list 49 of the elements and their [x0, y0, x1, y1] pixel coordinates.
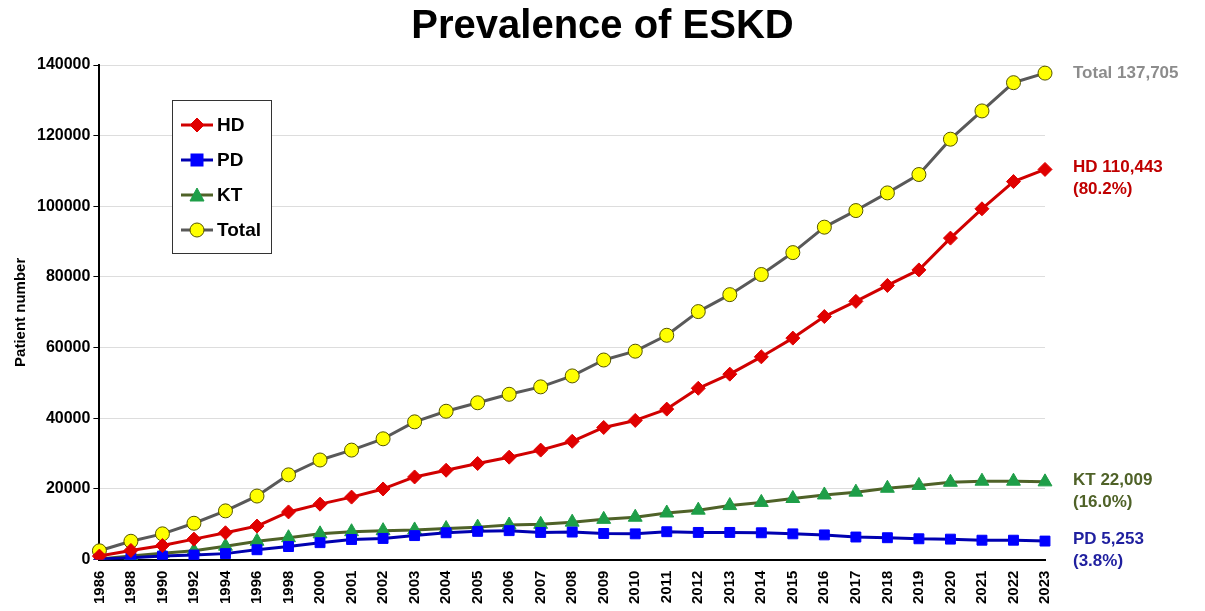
x-tick-label: 1990: [152, 570, 170, 605]
y-tick-label: 140000: [37, 55, 91, 73]
x-tick-label: 2023: [1035, 570, 1053, 605]
x-tick-label: 2005: [467, 570, 485, 605]
annotation: PD 5,253 (3.8%): [1073, 528, 1144, 570]
x-tick-label: 2014: [751, 569, 769, 605]
y-axis-title: Patient number: [11, 257, 29, 367]
x-tick-label: 2018: [877, 570, 895, 605]
x-tick-label: 2022: [1003, 570, 1021, 605]
x-tick-label: 2009: [593, 570, 611, 605]
y-tick-label: 120000: [37, 126, 91, 144]
annotation: Total 137,705: [1073, 62, 1179, 82]
x-tick-label: 2000: [310, 570, 328, 605]
x-tick-label: 2001: [341, 570, 359, 605]
x-tick-label: 2007: [530, 570, 548, 605]
y-tick-label: 80000: [45, 267, 91, 285]
legend-label: PD: [217, 148, 244, 171]
x-tick-label: 2015: [782, 570, 800, 605]
x-tick-label: 2006: [499, 570, 517, 605]
x-tick-label: 1986: [89, 570, 107, 605]
annotation: HD 110,443 (80.2%): [1073, 157, 1163, 199]
x-tick-label: 1988: [121, 570, 139, 605]
y-tick-label: 0: [81, 550, 91, 568]
x-tick-label: 1996: [247, 570, 265, 605]
x-tick-label: 2004: [436, 569, 454, 605]
x-tick-label: 2011: [656, 570, 674, 604]
x-tick-label: 2003: [404, 570, 422, 605]
y-tick-label: 100000: [37, 196, 91, 214]
y-tick-label: 40000: [45, 408, 91, 426]
x-tick-label: 1998: [278, 570, 296, 605]
legend-label: Total: [217, 218, 261, 241]
x-tick-label: 1994: [215, 569, 233, 605]
x-tick-label: 2021: [972, 570, 990, 605]
y-tick-label: 60000: [45, 338, 91, 356]
x-tick-label: 2012: [688, 570, 706, 605]
legend-label: KT: [217, 183, 243, 206]
y-tick-label: 20000: [45, 479, 91, 497]
x-tick-label: 2002: [373, 570, 391, 605]
x-tick-label: 2017: [846, 570, 864, 605]
chart-title: Prevalence of ESKD: [410, 2, 795, 47]
x-tick-label: 2010: [625, 570, 643, 605]
x-tick-label: 2013: [719, 570, 737, 605]
annotation: KT 22,009 (16.0%): [1073, 469, 1153, 511]
x-tick-label: 2016: [814, 570, 832, 605]
x-tick-label: 2019: [909, 570, 927, 605]
legend-label: HD: [217, 113, 245, 136]
x-tick-label: 2008: [562, 570, 580, 605]
x-tick-label: 1992: [184, 570, 202, 605]
x-tick-label: 2020: [940, 570, 958, 605]
